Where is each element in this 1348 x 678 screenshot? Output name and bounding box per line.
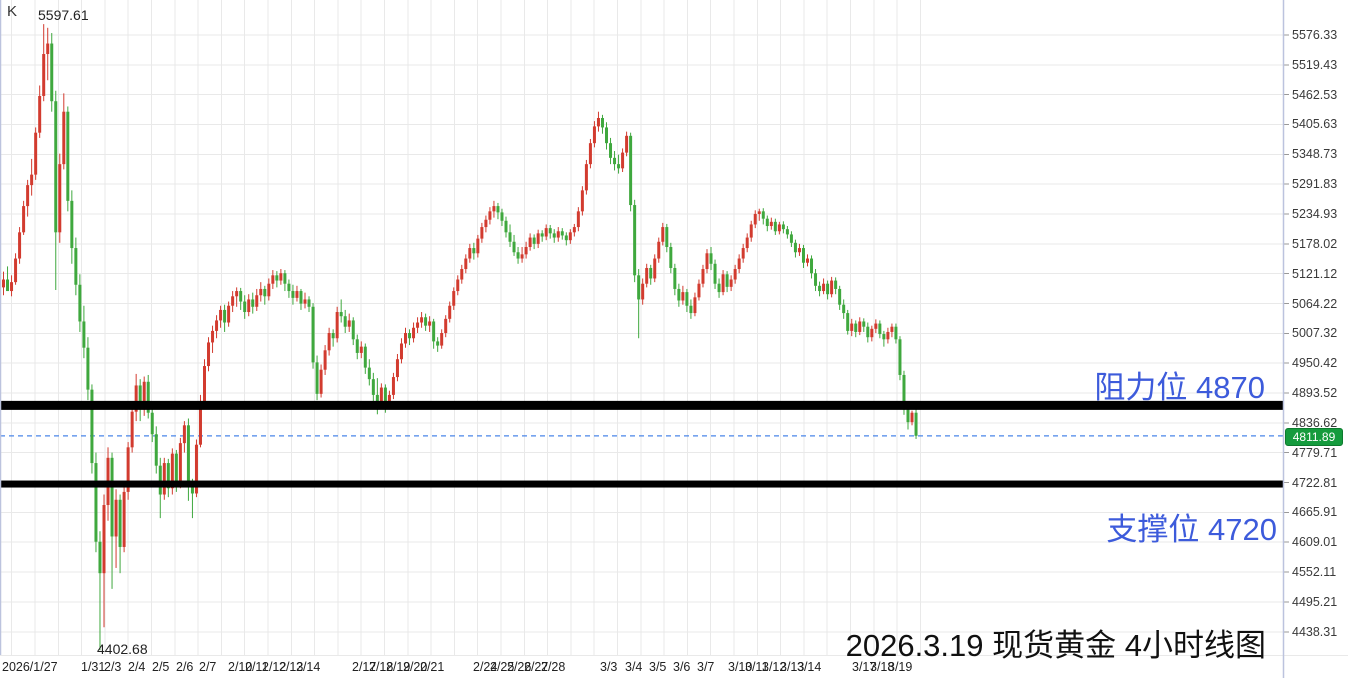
price-axis-tick: 5348.73 bbox=[1292, 147, 1338, 162]
date-axis-tick: 3/17 bbox=[852, 660, 877, 674]
price-axis-tick: 4779.71 bbox=[1292, 445, 1338, 460]
date-axis-tick: 2/21 bbox=[420, 660, 445, 674]
price-axis-tick: 4722.81 bbox=[1292, 475, 1338, 490]
chart-type-label: K bbox=[7, 3, 18, 20]
chart-title: 2026.3.19 现货黄金 4小时线图 bbox=[845, 628, 1266, 663]
date-axis-tick: 2/25 bbox=[490, 660, 515, 674]
date-axis-tick: 1/31 bbox=[81, 660, 106, 674]
date-axis-tick: 2/28 bbox=[541, 660, 566, 674]
date-axis-tick: 2/27 bbox=[524, 660, 549, 674]
date-axis-tick: 3/4 bbox=[625, 660, 643, 674]
current-price-tag: 4811.89 bbox=[1285, 427, 1343, 446]
date-axis-tick: 3/10 bbox=[728, 660, 753, 674]
date-axis-tick: 2/17 bbox=[352, 660, 377, 674]
date-axis-tick: 3/19 bbox=[888, 660, 913, 674]
date-axis-tick: 3/18 bbox=[870, 660, 895, 674]
price-axis-tick: 5007.32 bbox=[1292, 326, 1338, 341]
date-axis-tick: 2/14 bbox=[296, 660, 321, 674]
date-axis-tick: 2/4 bbox=[128, 660, 146, 674]
price-axis-tick: 5064.22 bbox=[1292, 296, 1338, 311]
date-axis-tick: 2/18 bbox=[369, 660, 394, 674]
date-axis-tick: 3/7 bbox=[697, 660, 715, 674]
price-axis-tick: 4609.01 bbox=[1292, 535, 1338, 550]
date-axis-tick: 2/12 bbox=[262, 660, 287, 674]
resistance-level-label: 阻力位 4870 bbox=[1094, 370, 1265, 405]
date-axis-tick: 3/14 bbox=[797, 660, 822, 674]
date-axis-tick: 2/13 bbox=[279, 660, 304, 674]
date-axis-tick: 2/7 bbox=[199, 660, 217, 674]
date-axis-tick: 2/26 bbox=[507, 660, 532, 674]
date-axis-tick: 3/3 bbox=[600, 660, 618, 674]
date-axis-tick: 2/3 bbox=[104, 660, 122, 674]
date-axis-tick: 2/19 bbox=[386, 660, 411, 674]
date-axis-tick: 2/10 bbox=[228, 660, 253, 674]
price-axis-tick: 4438.31 bbox=[1292, 624, 1338, 639]
current-price-value: 4811.89 bbox=[1292, 429, 1336, 444]
price-axis-tick: 4665.91 bbox=[1292, 505, 1338, 520]
price-axis-tick: 5178.02 bbox=[1292, 236, 1338, 251]
high-price-annotation: 5597.61 bbox=[38, 7, 89, 23]
date-axis-tick: 2026/1/27 bbox=[2, 660, 58, 674]
price-axis-tick: 5291.83 bbox=[1292, 177, 1338, 192]
price-axis-tick: 5121.12 bbox=[1292, 266, 1338, 281]
price-axis-tick: 5405.63 bbox=[1292, 117, 1338, 132]
price-axis-tick: 5519.43 bbox=[1292, 57, 1338, 72]
date-axis-tick: 2/6 bbox=[176, 660, 194, 674]
date-axis-tick: 3/11 bbox=[745, 660, 769, 674]
date-axis-tick: 2/5 bbox=[152, 660, 170, 674]
date-axis-tick: 3/6 bbox=[673, 660, 691, 674]
price-axis-tick: 5576.33 bbox=[1292, 27, 1338, 42]
price-axis-tick: 5234.93 bbox=[1292, 206, 1338, 221]
date-axis-tick: 3/13 bbox=[780, 660, 805, 674]
support-level-label: 支撑位 4720 bbox=[1106, 512, 1277, 547]
date-axis-tick: 2/24 bbox=[473, 660, 498, 674]
date-axis-tick: 3/12 bbox=[762, 660, 787, 674]
date-axis-tick: 2/11 bbox=[245, 660, 269, 674]
price-axis-tick: 4836.62 bbox=[1292, 415, 1338, 430]
price-axis-tick: 4552.11 bbox=[1292, 565, 1337, 580]
price-axis-tick: 4495.21 bbox=[1292, 594, 1338, 609]
date-axis-tick: 2/20 bbox=[403, 660, 428, 674]
date-axis-tick: 3/5 bbox=[649, 660, 667, 674]
low-price-annotation: 4402.68 bbox=[97, 641, 148, 657]
price-axis-tick: 5462.53 bbox=[1292, 87, 1338, 102]
price-axis-tick: 4950.42 bbox=[1292, 356, 1338, 371]
price-axis-tick: 4893.52 bbox=[1292, 386, 1338, 401]
